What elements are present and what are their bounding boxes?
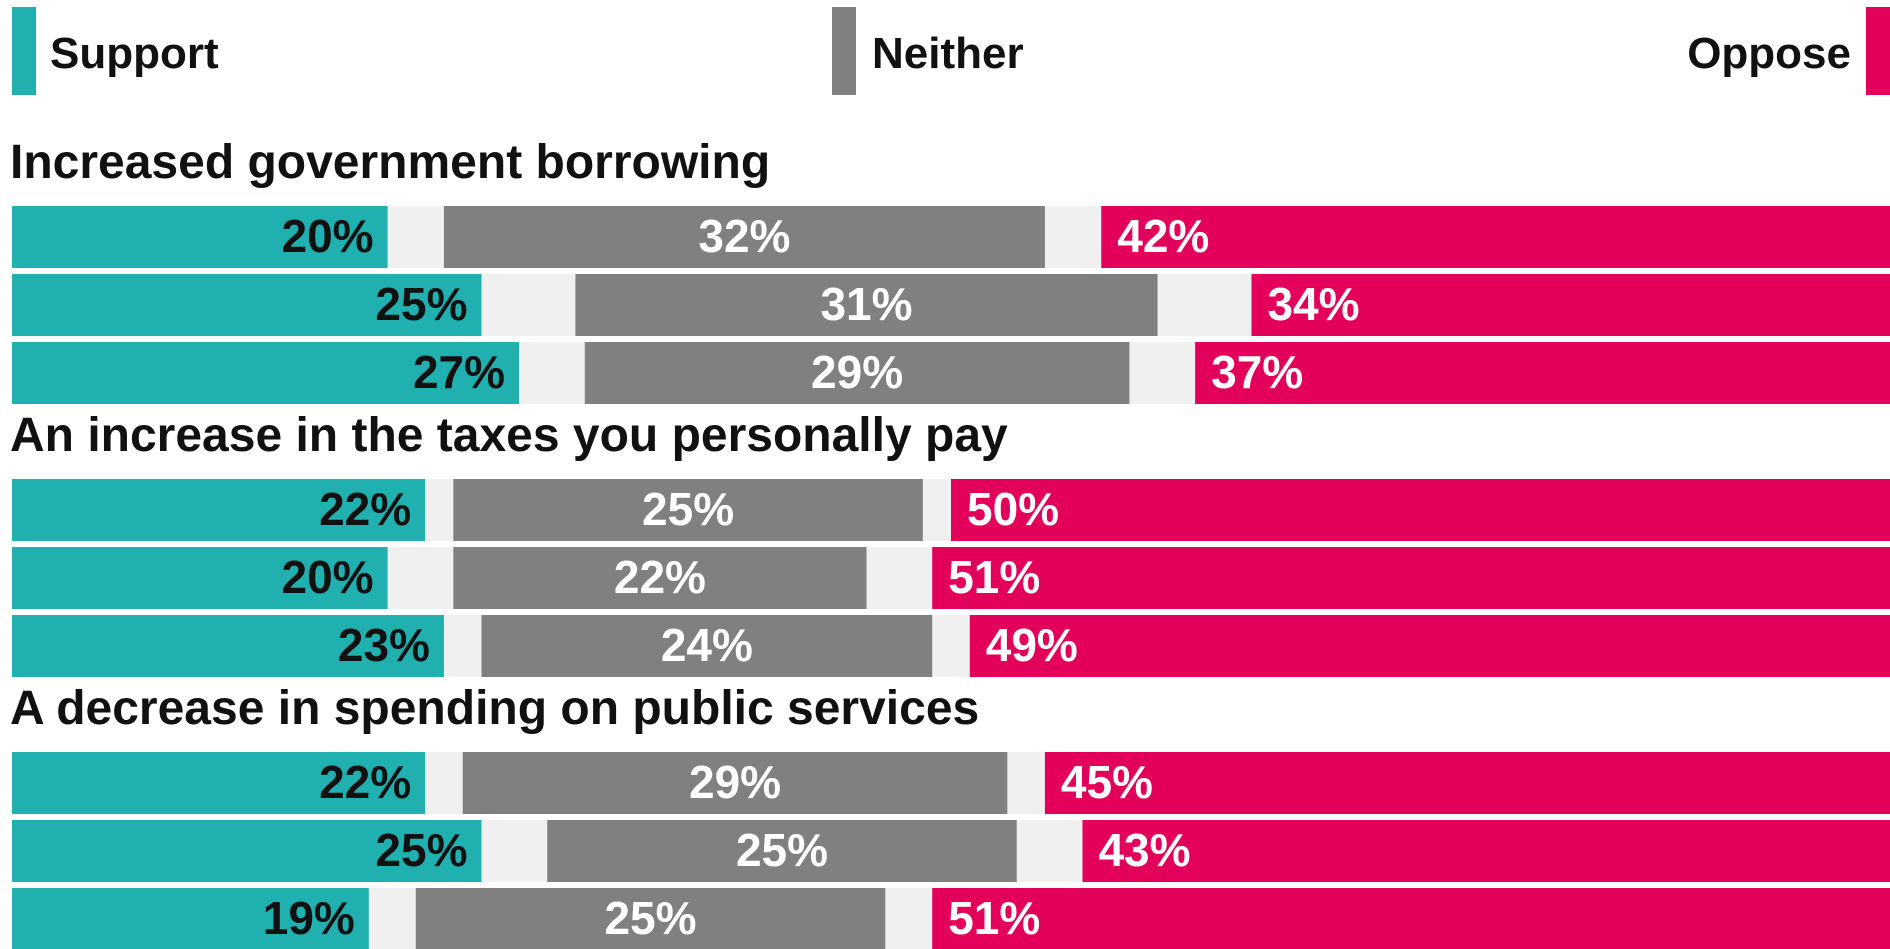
legend-swatch-support <box>12 7 36 95</box>
bar-support <box>12 479 426 541</box>
bar-support <box>12 615 444 677</box>
bar-oppose <box>1195 342 1890 404</box>
bar-neither <box>481 615 933 677</box>
bar-oppose <box>1082 820 1890 882</box>
group-title: An increase in the taxes you personally … <box>10 409 1008 462</box>
label-oppose: 34% <box>1267 278 1359 330</box>
bar-row: 22% 25% 50% <box>12 479 1890 541</box>
label-neither: 25% <box>604 892 696 944</box>
bar-row: 20% 22% 51% <box>12 547 1890 609</box>
bar-neither <box>575 274 1158 336</box>
label-neither: 32% <box>698 210 790 262</box>
label-neither: 31% <box>820 278 912 330</box>
bar-neither <box>547 820 1017 882</box>
label-neither: 25% <box>642 483 734 535</box>
bar-support <box>12 888 369 949</box>
legend-label-support: Support <box>50 29 219 78</box>
bar-oppose <box>1251 274 1890 336</box>
label-support: 27% <box>413 346 505 398</box>
bar-support <box>12 752 426 814</box>
bar-support <box>12 274 482 336</box>
bar-row: 23% 24% 49% <box>12 615 1890 677</box>
label-support: 19% <box>263 892 355 944</box>
bar-row: 27% 29% 37% <box>12 342 1890 404</box>
label-neither: 25% <box>736 824 828 876</box>
group-title: A decrease in spending on public service… <box>10 682 979 735</box>
group-title: Increased government borrowing <box>10 136 770 189</box>
bar-oppose <box>969 615 1890 677</box>
bar-oppose <box>1101 206 1890 268</box>
label-oppose: 49% <box>986 619 1078 671</box>
bar-oppose <box>932 547 1890 609</box>
bar-row: 20% 32% 42% <box>12 206 1890 268</box>
label-neither: 29% <box>689 756 781 808</box>
bar-row: 25% 25% 43% <box>12 820 1890 882</box>
bar-support <box>12 547 388 609</box>
bar-group-a-decrease-in-spending-on-public-services: A decrease in spending on public service… <box>10 682 1890 949</box>
label-oppose: 50% <box>967 483 1059 535</box>
bar-neither <box>584 342 1130 404</box>
bar-oppose <box>932 888 1890 949</box>
bar-neither <box>443 206 1045 268</box>
bar-oppose <box>951 479 1890 541</box>
legend-swatch-oppose <box>1866 7 1890 95</box>
legend: Support Neither Oppose <box>12 7 1890 95</box>
label-support: 20% <box>282 551 374 603</box>
label-oppose: 37% <box>1211 346 1303 398</box>
legend-label-neither: Neither <box>872 29 1024 78</box>
label-neither: 24% <box>661 619 753 671</box>
label-support: 25% <box>375 824 467 876</box>
label-oppose: 51% <box>948 892 1040 944</box>
bar-oppose <box>1044 752 1890 814</box>
bar-support <box>12 206 388 268</box>
bar-neither <box>462 752 1008 814</box>
bar-row: 19% 25% 51% <box>12 888 1890 949</box>
bar-neither <box>415 888 886 949</box>
bar-support <box>12 820 482 882</box>
bar-neither <box>453 547 867 609</box>
bar-support <box>12 342 520 404</box>
bar-neither <box>453 479 923 541</box>
label-neither: 22% <box>614 551 706 603</box>
label-support: 22% <box>319 756 411 808</box>
legend-swatch-neither <box>832 7 856 95</box>
label-support: 22% <box>319 483 411 535</box>
bar-group-an-increase-in-the-taxes-you-personally-pay: An increase in the taxes you personally … <box>10 409 1890 677</box>
label-oppose: 42% <box>1117 210 1209 262</box>
legend-label-oppose: Oppose <box>1687 29 1851 78</box>
label-support: 20% <box>282 210 374 262</box>
bar-row: 25% 31% 34% <box>12 274 1890 336</box>
bar-row: 22% 29% 45% <box>12 752 1890 814</box>
label-support: 25% <box>375 278 467 330</box>
label-neither: 29% <box>811 346 903 398</box>
label-oppose: 43% <box>1098 824 1190 876</box>
label-oppose: 45% <box>1061 756 1153 808</box>
label-oppose: 51% <box>948 551 1040 603</box>
label-support: 23% <box>338 619 430 671</box>
